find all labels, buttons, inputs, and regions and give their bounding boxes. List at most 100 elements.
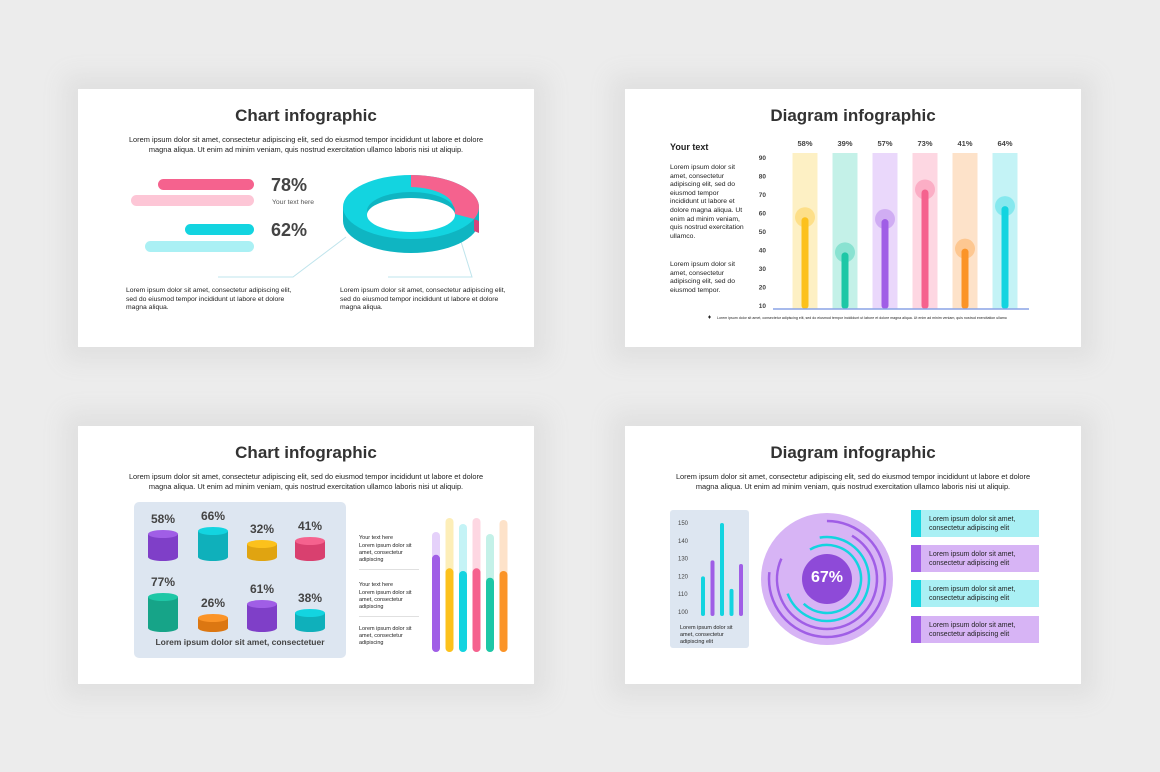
y-tick-label: 60	[759, 211, 767, 218]
side-paragraph-1: Lorem ipsum dolor sit amet, consectetur …	[670, 164, 744, 240]
bar	[961, 248, 969, 309]
cylinder-label: 61%	[249, 581, 275, 596]
cylinder-top	[198, 526, 228, 535]
cylinder-bottom	[198, 553, 228, 561]
footnote: Lorem ipsum dolor sit amet, consectetur …	[717, 316, 1007, 320]
bar	[486, 577, 494, 652]
slide-chart-infographic-1: Chart infographic Lorem ipsum dolor sit …	[78, 89, 534, 347]
cylinder-bottom	[295, 624, 325, 632]
progress-bar-pink	[158, 179, 254, 190]
bottom-left-text: Lorem ipsum dolor sit amet, consectetur …	[126, 287, 292, 312]
note-1-body: Lorem ipsum dolor sit amet, consectetur …	[359, 543, 412, 563]
bar	[459, 571, 467, 652]
y-tick-label: 140	[678, 539, 689, 545]
slide-description: Lorem ipsum dolor sit amet, consectetur …	[128, 135, 484, 154]
cylinder-label: 38%	[297, 590, 323, 605]
bar	[499, 571, 508, 652]
cylinder-body	[198, 617, 228, 628]
stat-78: 78%	[271, 175, 308, 195]
y-tick-label: 150	[678, 521, 689, 527]
y-tick-label: 100	[678, 610, 689, 616]
cylinder-label: 58%	[150, 511, 176, 526]
legend-box-3: Lorem ipsum dolor sit amet, consectetur …	[911, 580, 1039, 607]
data-label: 39%	[837, 139, 852, 148]
cylinder-body	[295, 540, 325, 557]
stat-62: 62%	[271, 220, 308, 240]
y-tick-label: 90	[759, 155, 767, 162]
y-tick-label: 10	[759, 303, 767, 310]
mini-caption: Lorem ipsum dolor sit amet, consectetur …	[680, 625, 733, 645]
bar	[841, 252, 849, 309]
bar	[472, 568, 481, 652]
cylinder-top	[247, 540, 277, 549]
legend-box-4: Lorem ipsum dolor sit amet, consectetur …	[911, 616, 1039, 643]
y-tick-label: 50	[759, 229, 767, 236]
divider	[359, 616, 419, 617]
bar	[739, 563, 743, 616]
y-tick-label: 70	[759, 192, 767, 199]
divider	[359, 569, 419, 570]
donut-chart	[218, 175, 479, 278]
stat-label: Your text here	[272, 199, 315, 206]
legend-text: Lorem ipsum dolor sit amet, consectetur …	[929, 622, 1016, 638]
side-heading: Your text	[670, 142, 709, 152]
bar	[720, 523, 724, 616]
slide-title: Chart infographic	[235, 106, 377, 125]
data-label: 41%	[957, 139, 972, 148]
bar	[729, 588, 734, 616]
legend-text: Lorem ipsum dolor sit amet, consectetur …	[929, 586, 1016, 602]
cylinder-bottom	[295, 553, 325, 561]
legend-strip	[911, 616, 921, 643]
lollipop-bar-chart: 90 80 70 60 50 40 30 20 10 58% 39% 57% 73% 41% 64%	[708, 139, 1029, 319]
y-tick-label: 20	[759, 285, 767, 292]
data-label: 57%	[877, 139, 892, 148]
side-paragraph-2: Lorem ipsum dolor sit amet, consectetur …	[670, 261, 735, 294]
stacked-pill-bars	[432, 518, 508, 652]
slide-title: Diagram infographic	[770, 106, 936, 125]
legend-box-1: Lorem ipsum dolor sit amet, consectetur …	[911, 510, 1039, 537]
legend-text: Lorem ipsum dolor sit amet, consectetur …	[929, 516, 1016, 532]
note-1-title: Your text here	[359, 535, 394, 541]
cylinder-body	[198, 530, 228, 557]
bar	[710, 560, 715, 616]
cylinder-bottom	[247, 553, 277, 561]
cylinder-top	[295, 608, 325, 617]
slide-title: Diagram infographic	[770, 443, 936, 462]
bar	[801, 217, 809, 309]
note-3-body: Lorem ipsum dolor sit amet, consectetur …	[359, 626, 412, 646]
panel-caption: Lorem ipsum dolor sit amet, consectetuer	[155, 637, 325, 647]
slide-diagram-infographic-1: Diagram infographic Your text Lorem ipsu…	[625, 89, 1081, 347]
data-label: 64%	[997, 139, 1012, 148]
legend-strip	[911, 510, 921, 537]
note-2-body: Lorem ipsum dolor sit amet, consectetur …	[359, 590, 412, 610]
y-tick-label: 80	[759, 174, 767, 181]
cylinder-bottom	[198, 624, 228, 632]
progress-bar-cyan	[185, 224, 254, 235]
radial-progress	[761, 513, 893, 645]
bar	[921, 189, 929, 309]
cylinder-label: 41%	[297, 518, 323, 533]
legend-strip	[911, 580, 921, 607]
cylinder-top	[247, 599, 277, 608]
cylinder-top	[148, 593, 178, 602]
cylinder-bottom	[148, 624, 178, 632]
cylinder-body	[148, 597, 178, 628]
bar	[1001, 206, 1009, 309]
cylinder-bottom	[247, 624, 277, 632]
mini-chart-panel	[670, 510, 749, 648]
y-tick-label: 120	[678, 574, 689, 580]
data-label: 58%	[797, 139, 812, 148]
y-tick-label: 30	[759, 266, 767, 273]
cylinder-top	[198, 613, 228, 622]
legend-strip	[911, 545, 921, 572]
slide-title: Chart infographic	[235, 443, 377, 462]
cylinder-top	[148, 529, 178, 538]
slide-description: Lorem ipsum dolor sit amet, consectetur …	[128, 472, 484, 491]
bottom-right-text: Lorem ipsum dolor sit amet, consectetur …	[340, 287, 506, 312]
legend-box-2: Lorem ipsum dolor sit amet, consectetur …	[911, 545, 1039, 572]
slide-diagram-infographic-2: Diagram infographic Lorem ipsum dolor si…	[625, 426, 1081, 684]
plus-icon	[708, 315, 711, 319]
note-2-title: Your text here	[359, 582, 394, 588]
data-label: 73%	[917, 139, 932, 148]
slide-description: Lorem ipsum dolor sit amet, consectetur …	[675, 472, 1031, 491]
